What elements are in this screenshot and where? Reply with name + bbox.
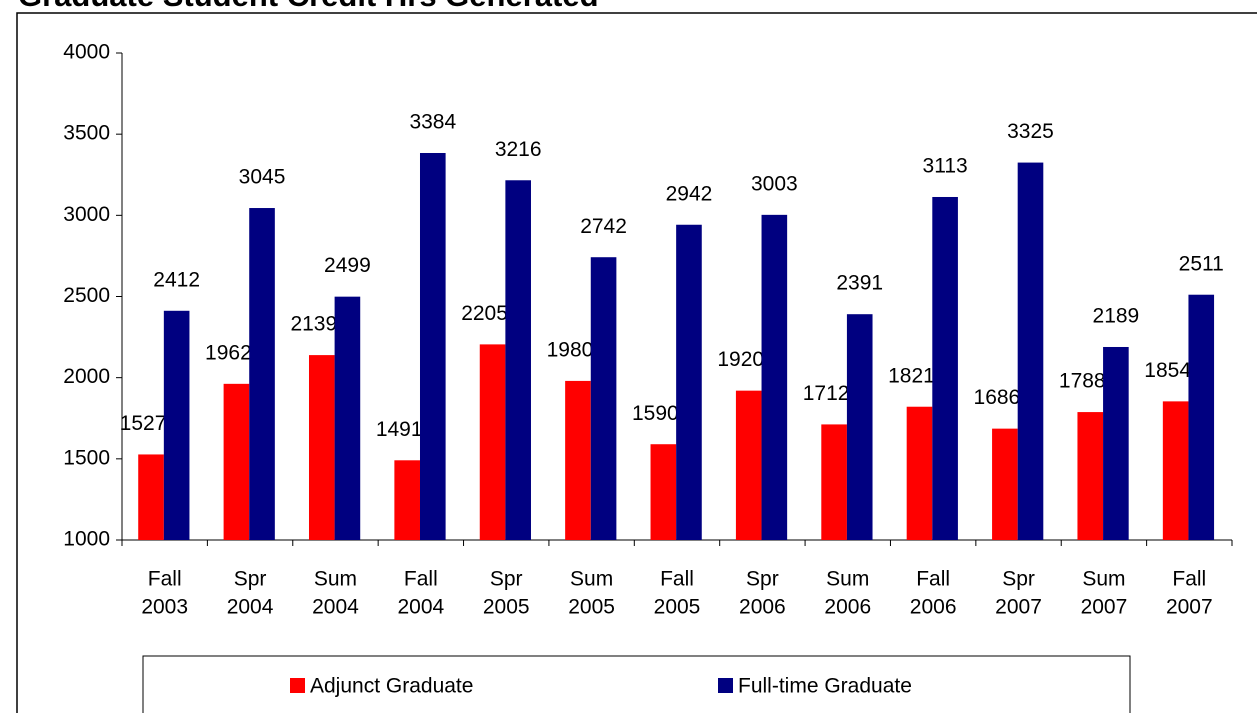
x-tick-label: Fall: [1172, 568, 1206, 591]
x-tick-label: 2005: [568, 596, 615, 619]
y-tick-label: 2500: [63, 284, 110, 307]
x-tick-label: Fall: [916, 568, 950, 591]
x-tick-label: 2004: [312, 596, 359, 619]
bar: [334, 296, 361, 540]
bar: [846, 314, 873, 540]
bar: [223, 383, 250, 540]
value-label: 2391: [836, 272, 883, 295]
bar: [1103, 346, 1129, 540]
x-tick-label: 2004: [227, 596, 274, 619]
value-label: 3216: [495, 138, 542, 161]
value-label: 1821: [888, 364, 935, 387]
bar: [138, 454, 164, 540]
legend-box: [142, 655, 1131, 713]
bar: [479, 344, 506, 540]
y-tick-label: 3000: [63, 203, 110, 226]
x-tick-label: 2005: [483, 596, 530, 619]
x-tick-label: 2004: [397, 596, 444, 619]
bar: [1188, 294, 1215, 540]
bar: [1077, 412, 1104, 540]
y-tick-label: 4000: [63, 41, 110, 64]
value-label: 1980: [547, 338, 594, 361]
value-label: 1590: [632, 402, 679, 425]
x-tick-label: Sum: [314, 568, 357, 591]
x-tick-label: Fall: [148, 568, 182, 591]
y-tick-label: 1000: [63, 528, 110, 551]
x-tick-label: 2007: [995, 596, 1042, 619]
bar: [992, 428, 1018, 540]
x-tick-label: Fall: [404, 568, 438, 591]
value-label: 1491: [376, 418, 423, 441]
chart-frame: [16, 12, 1257, 713]
bar: [821, 424, 847, 540]
value-label: 1962: [205, 341, 252, 364]
x-tick-label: 2006: [910, 596, 957, 619]
value-label: 1686: [974, 386, 1021, 409]
x-tick-label: Spr: [234, 568, 267, 591]
y-tick-label: 1500: [63, 446, 110, 469]
value-label: 3003: [751, 172, 798, 195]
value-label: 1854: [1144, 359, 1191, 382]
x-tick-label: 2007: [1166, 596, 1213, 619]
x-tick-label: 2006: [824, 596, 871, 619]
x-tick-label: 2005: [654, 596, 701, 619]
bar: [650, 444, 677, 540]
value-label: 3384: [409, 111, 456, 134]
value-label: 1920: [717, 348, 764, 371]
x-tick-label: Spr: [746, 568, 779, 591]
value-label: 1712: [803, 382, 850, 405]
x-tick-label: Sum: [570, 568, 613, 591]
y-tick-label: 3500: [63, 122, 110, 145]
value-label: 2742: [580, 215, 627, 238]
bar: [1017, 162, 1044, 540]
legend-swatch: [718, 678, 733, 693]
value-label: 1527: [120, 412, 167, 435]
chart-title: Graduate Student Credit Hrs Generated: [18, 0, 599, 13]
value-label: 2189: [1093, 305, 1140, 328]
bar: [1162, 401, 1189, 540]
bar: [906, 406, 933, 540]
bar: [735, 390, 762, 540]
x-tick-label: Fall: [660, 568, 694, 591]
bar: [394, 460, 420, 540]
bar: [761, 214, 788, 541]
y-tick-label: 2000: [63, 365, 110, 388]
value-label: 3045: [239, 166, 286, 189]
x-tick-label: 2003: [141, 596, 188, 619]
bar: [565, 380, 591, 540]
x-tick-label: Sum: [826, 568, 869, 591]
value-label: 1788: [1059, 370, 1106, 393]
bar: [676, 224, 702, 541]
value-label: 3325: [1007, 120, 1054, 143]
x-tick-label: Spr: [1002, 568, 1035, 591]
value-label: 2139: [290, 313, 337, 336]
value-label: 2511: [1179, 252, 1224, 275]
x-tick-label: 2006: [739, 596, 786, 619]
value-label: 2412: [153, 268, 200, 291]
x-tick-label: 2007: [1081, 596, 1128, 619]
value-label: 2205: [461, 302, 508, 325]
bar: [932, 196, 958, 540]
value-label: 2499: [324, 254, 371, 277]
legend-label: Full-time Graduate: [738, 675, 912, 698]
legend-label: Adjunct Graduate: [310, 675, 473, 698]
value-label: 3113: [923, 155, 968, 178]
x-tick-label: Spr: [490, 568, 523, 591]
bar: [163, 310, 190, 540]
bar: [590, 257, 617, 540]
bar: [505, 180, 531, 540]
bar: [308, 355, 335, 540]
bar: [419, 152, 446, 541]
legend-swatch: [290, 678, 305, 693]
bar: [249, 208, 275, 541]
x-tick-label: Sum: [1082, 568, 1125, 591]
value-label: 2942: [666, 182, 713, 205]
